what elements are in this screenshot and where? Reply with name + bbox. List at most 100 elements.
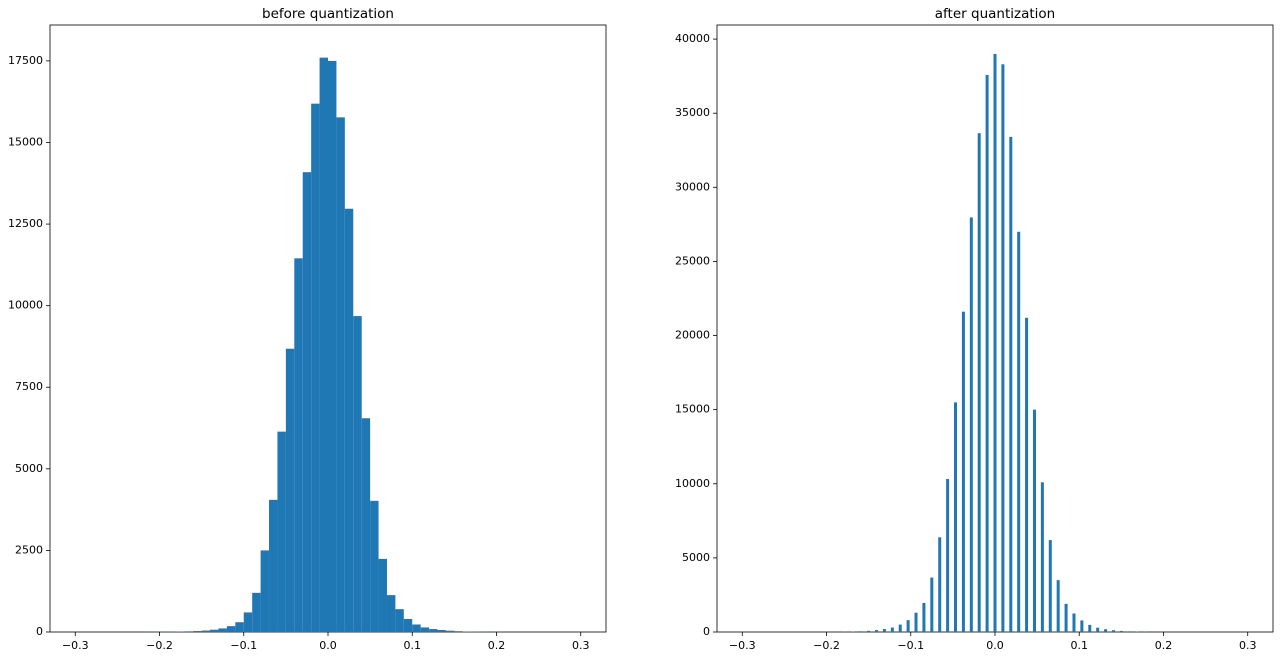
- histogram-bar: [353, 316, 362, 632]
- x-tick-label: −0.2: [146, 639, 173, 652]
- bar: [1088, 624, 1092, 632]
- histogram-bar: [218, 628, 227, 632]
- bar: [1104, 629, 1108, 632]
- bar: [1009, 136, 1013, 632]
- bar: [946, 479, 950, 632]
- bar: [914, 612, 918, 632]
- histogram-bar: [429, 629, 438, 632]
- y-tick-label: 15000: [8, 135, 43, 148]
- bar: [993, 53, 997, 632]
- bar: [985, 74, 989, 632]
- histogram-bar: [403, 618, 413, 632]
- histogram-bar: [328, 60, 337, 633]
- bar: [1032, 409, 1036, 632]
- y-tick-label: 0: [703, 625, 710, 638]
- y-tick-label: 2500: [15, 543, 43, 556]
- bar: [1127, 631, 1131, 632]
- y-tick-label: 30000: [675, 180, 710, 193]
- histogram-bar: [437, 630, 446, 632]
- bar: [961, 311, 965, 632]
- bar: [977, 133, 981, 632]
- bar: [1056, 580, 1060, 632]
- y-tick-label: 25000: [675, 254, 710, 267]
- y-tick-label: 5000: [682, 551, 710, 564]
- histogram-bar: [184, 631, 194, 632]
- x-tick-label: 0.1: [403, 639, 421, 652]
- bar: [969, 217, 973, 632]
- histogram-bar: [378, 558, 387, 632]
- bar: [1017, 231, 1021, 632]
- x-tick-label: 0.1: [1070, 639, 1088, 652]
- x-tick-label: 0.2: [1155, 639, 1173, 652]
- x-tick-label: −0.1: [230, 639, 257, 652]
- y-tick-label: 17500: [8, 54, 43, 67]
- histogram-bar: [361, 418, 371, 632]
- y-tick-label: 10000: [675, 477, 710, 490]
- histogram-bar: [302, 172, 312, 632]
- y-tick-label: 40000: [675, 32, 710, 45]
- bar: [1064, 603, 1068, 632]
- chart-title: before quantization: [262, 6, 394, 22]
- bar: [1048, 540, 1052, 632]
- histogram-bar: [193, 631, 202, 632]
- bar: [867, 630, 871, 632]
- bar: [930, 577, 934, 632]
- bar: [1001, 64, 1005, 633]
- bar: [1119, 630, 1123, 632]
- bar: [1072, 613, 1076, 632]
- y-tick-label: 7500: [15, 380, 43, 393]
- x-tick-label: −0.3: [729, 639, 756, 652]
- y-tick-label: 12500: [8, 217, 43, 230]
- histogram-bar: [243, 612, 253, 632]
- histogram-bar: [311, 103, 320, 632]
- histogram-bar: [285, 348, 295, 632]
- histogram-bar: [260, 550, 270, 632]
- x-tick-label: 0.2: [488, 639, 506, 652]
- histogram-bar: [454, 631, 463, 632]
- x-tick-label: −0.3: [62, 639, 89, 652]
- y-tick-label: 0: [36, 625, 43, 638]
- bar: [1025, 317, 1029, 632]
- bar: [906, 620, 910, 632]
- bar: [882, 629, 886, 632]
- histogram-bar: [235, 622, 244, 632]
- histogram-bar: [201, 630, 211, 632]
- bar: [1080, 620, 1084, 632]
- x-tick-label: 0.0: [319, 639, 337, 652]
- histogram-bar: [294, 258, 303, 632]
- x-tick-label: 0.3: [572, 639, 590, 652]
- chart-title: after quantization: [935, 6, 1055, 22]
- x-tick-label: 0.3: [1239, 639, 1257, 652]
- histogram-bar: [226, 626, 236, 632]
- y-tick-label: 15000: [675, 403, 710, 416]
- bar: [922, 602, 926, 632]
- histogram-bar: [386, 595, 396, 632]
- histogram-bar: [277, 431, 286, 632]
- y-tick-label: 10000: [8, 299, 43, 312]
- histogram-bar: [269, 499, 278, 632]
- x-tick-label: −0.2: [813, 639, 840, 652]
- bar: [954, 402, 958, 632]
- x-tick-label: 0.0: [986, 639, 1004, 652]
- bar: [859, 631, 863, 632]
- histogram-bar: [420, 627, 430, 632]
- y-tick-label: 35000: [675, 106, 710, 119]
- bar: [1040, 482, 1044, 632]
- bar: [890, 627, 894, 632]
- histogram-bar: [319, 57, 328, 633]
- histogram-bar: [252, 592, 261, 632]
- histogram-bar: [412, 624, 421, 632]
- y-tick-label: 5000: [15, 462, 43, 475]
- bar: [1096, 627, 1100, 632]
- bar: [1111, 630, 1115, 632]
- bar: [898, 624, 902, 632]
- bar: [875, 630, 879, 632]
- histogram-bar: [210, 629, 219, 632]
- histogram-bar: [336, 117, 345, 633]
- histogram-bar: [344, 208, 354, 632]
- histogram-bar: [370, 500, 379, 632]
- histogram-bar: [395, 609, 404, 632]
- y-tick-label: 20000: [675, 329, 710, 342]
